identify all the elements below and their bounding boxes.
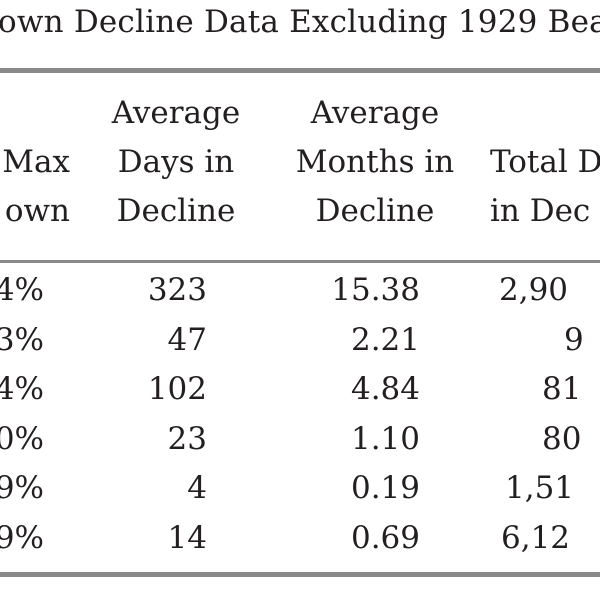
avg-months-cell: 0.19 — [350, 470, 420, 507]
avg-days-cell: 14 — [167, 519, 207, 556]
column-header-average-days: Average Days in Decline — [102, 89, 250, 236]
table-title: own Decline Data Excluding 1929 Bea — [0, 4, 600, 40]
header-line: Days in — [117, 144, 235, 180]
avg-days-cell: 23 — [167, 420, 207, 457]
header-line: Months in — [295, 144, 455, 180]
bottom-rule — [0, 572, 600, 577]
total-cell: 2,90 — [499, 272, 569, 308]
column-header-total: Total D in Dec — [490, 138, 600, 236]
table-row: 4% 102 4.84 81 — [0, 365, 600, 415]
table-row: 9% 14 0.69 6,12 — [0, 514, 600, 564]
top-rule — [0, 68, 600, 73]
total-cell: 80 — [542, 420, 582, 457]
avg-days-cell: 102 — [147, 371, 207, 408]
avg-months-cell: 0.69 — [350, 519, 420, 556]
table-row: 4% 323 15.38 2,90 — [0, 266, 600, 316]
table-row: 9% 4 0.19 1,51 — [0, 464, 600, 514]
avg-months-cell: 15.38 — [331, 272, 420, 308]
header-line: Decline — [315, 193, 435, 229]
total-cell: 1,51 — [505, 470, 575, 507]
header-line: Total D — [490, 144, 600, 180]
column-header-average-months: Average Months in Decline — [287, 89, 463, 236]
avg-days-cell: 47 — [167, 321, 207, 358]
header-line: in Dec — [490, 193, 591, 229]
table-row: 3% 47 2.21 9 — [0, 316, 600, 366]
avg-months-cell: 4.84 — [350, 371, 420, 408]
max-drawdown-cell: 9% — [0, 519, 44, 556]
max-drawdown-cell: 3% — [0, 321, 44, 358]
max-drawdown-cell: 4% — [0, 371, 44, 408]
table-row: 0% 23 1.10 80 — [0, 415, 600, 465]
avg-months-cell: 1.10 — [350, 420, 420, 457]
max-drawdown-cell: 0% — [0, 420, 44, 457]
header-rule — [0, 260, 600, 263]
avg-days-cell: 4 — [187, 470, 207, 507]
header-line: own — [4, 193, 70, 229]
header-line: Average — [111, 95, 241, 131]
total-cell: 81 — [542, 371, 582, 408]
max-drawdown-cell: 4% — [0, 272, 44, 308]
header-line: Decline — [116, 193, 236, 229]
column-header-max-drawdown: Max own — [0, 138, 70, 236]
avg-days-cell: 323 — [147, 272, 207, 308]
total-cell: 9 — [564, 321, 584, 358]
max-drawdown-cell: 9% — [0, 470, 44, 507]
header-line: Max — [2, 144, 70, 180]
header-line: Average — [310, 95, 440, 131]
table-body: 4% 323 15.38 2,90 3% 47 2.21 9 4% 102 4.… — [0, 266, 600, 564]
avg-months-cell: 2.21 — [350, 321, 420, 358]
total-cell: 6,12 — [501, 519, 571, 556]
